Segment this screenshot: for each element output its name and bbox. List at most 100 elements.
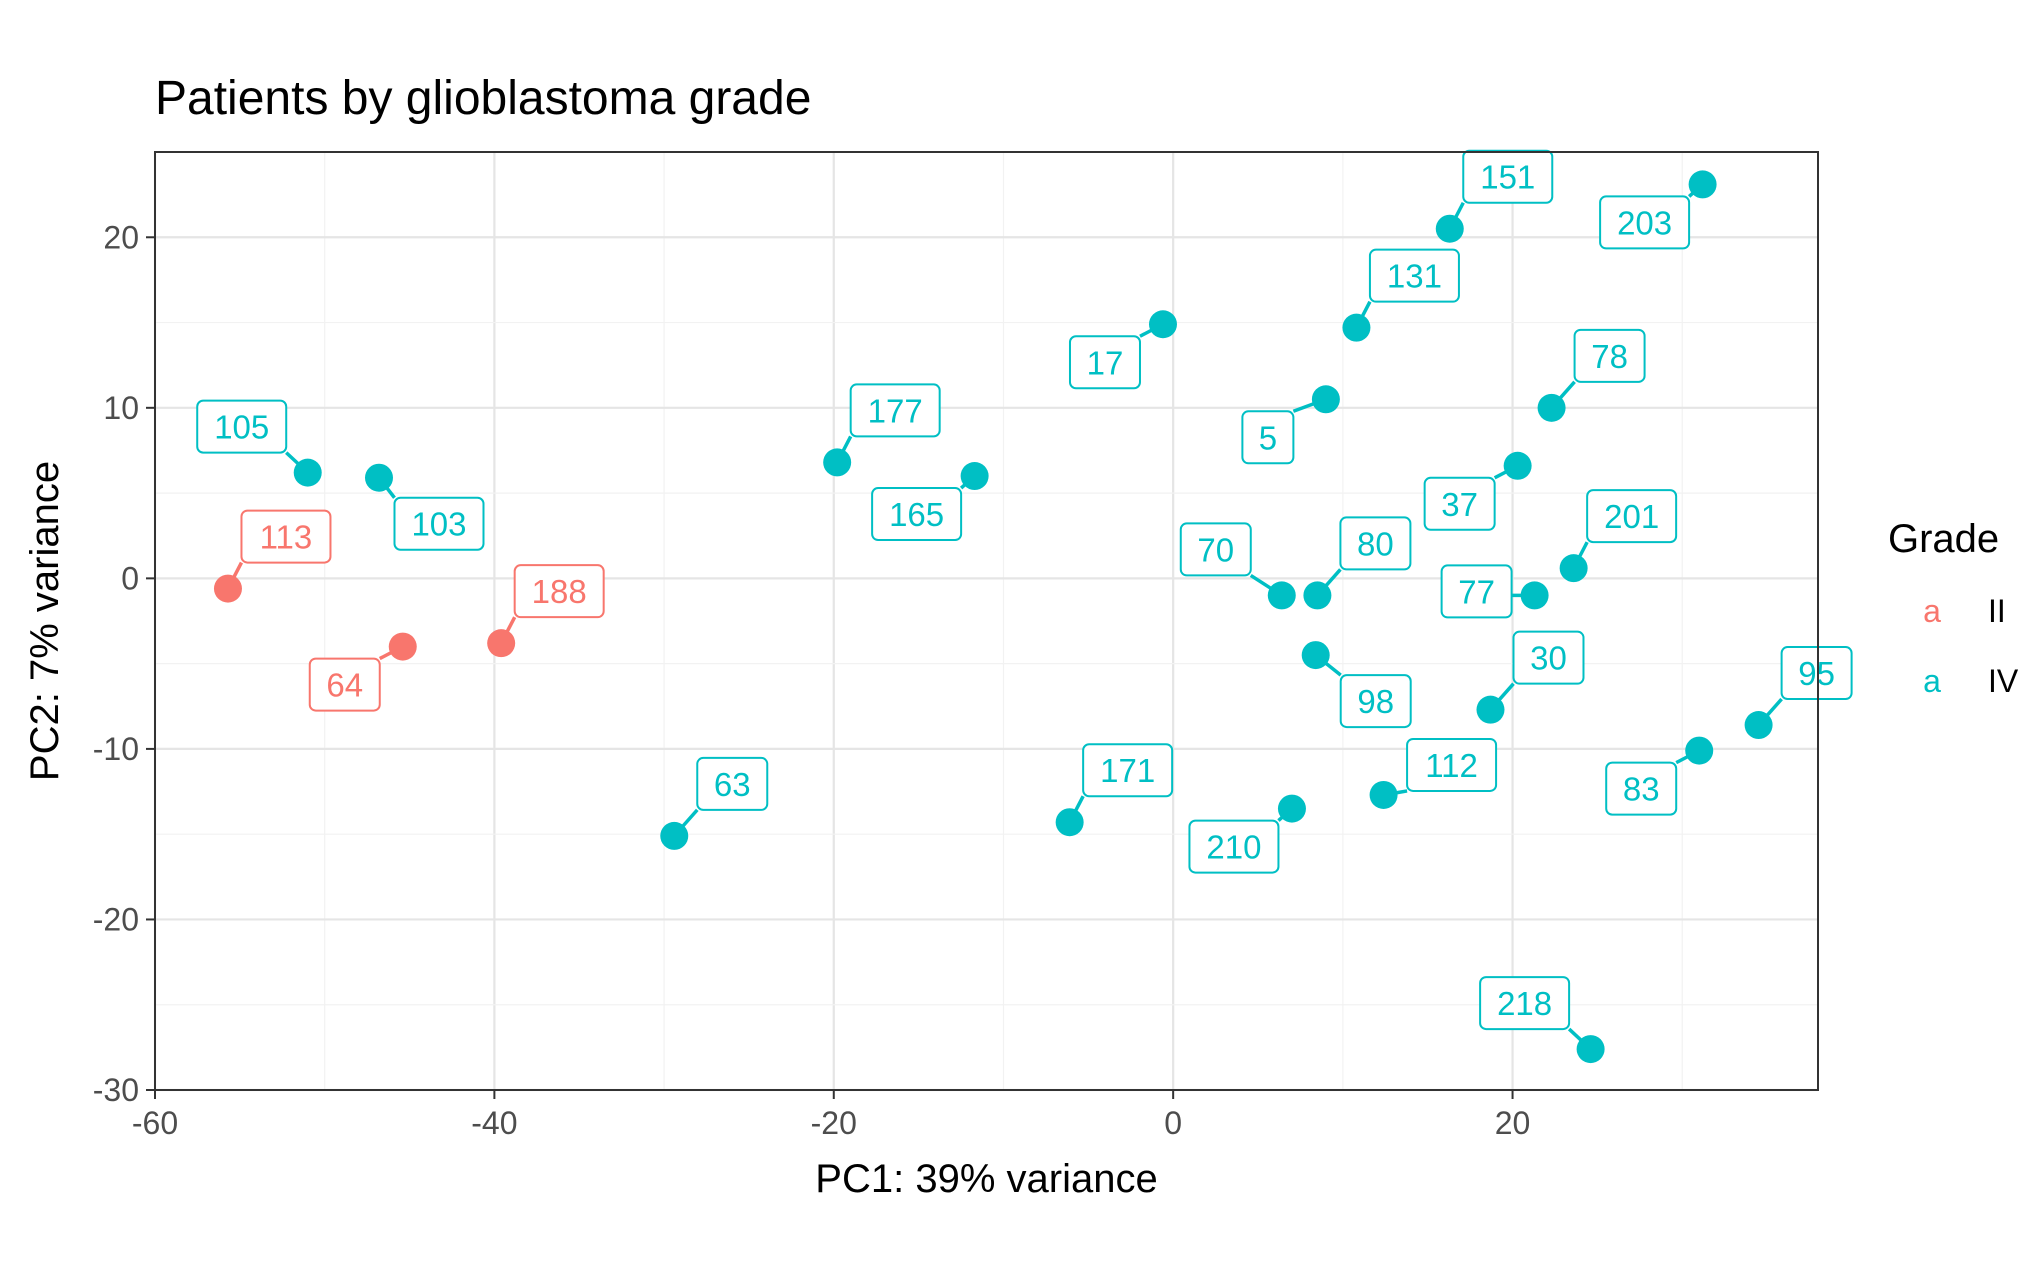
point-label-box bbox=[1573, 328, 1646, 383]
point-label: 30 bbox=[1512, 630, 1585, 685]
point-label-box bbox=[1406, 737, 1498, 792]
point-label-box bbox=[240, 509, 332, 564]
point-label-text: 5 bbox=[1259, 419, 1277, 456]
legend: Grade a II a IV bbox=[1888, 517, 2019, 699]
point-label-text: 64 bbox=[326, 667, 363, 704]
point-label: 171 bbox=[1082, 743, 1174, 798]
point-label-box bbox=[1780, 646, 1853, 701]
data-point bbox=[1267, 581, 1296, 610]
point-label-text: 171 bbox=[1100, 752, 1155, 789]
point-label: 105 bbox=[196, 399, 288, 454]
data-point bbox=[1369, 780, 1398, 809]
data-point bbox=[1576, 1035, 1605, 1064]
point-label-text: 188 bbox=[532, 573, 587, 610]
point-label-box bbox=[1188, 819, 1280, 874]
x-tick-label: 0 bbox=[1164, 1105, 1182, 1141]
point-label-box bbox=[1241, 410, 1295, 465]
point-label: 63 bbox=[696, 756, 769, 811]
point-label-text: 63 bbox=[714, 766, 751, 803]
data-point bbox=[1685, 736, 1714, 765]
point-label-box bbox=[1512, 630, 1585, 685]
point-label: 80 bbox=[1339, 516, 1412, 571]
point-label-box bbox=[308, 657, 381, 712]
point-label: 188 bbox=[513, 564, 605, 619]
legend-label: IV bbox=[1988, 663, 2019, 699]
data-point bbox=[660, 821, 689, 850]
data-point bbox=[960, 462, 989, 491]
point-label-box bbox=[1586, 489, 1678, 544]
point-label-layer: 113 64 188 105 103 177 165 63 17 171 151 203 131 5 78 3… bbox=[196, 149, 1853, 1031]
point-label: 201 bbox=[1586, 489, 1678, 544]
point-label: 218 bbox=[1479, 976, 1571, 1031]
point-label-text: 218 bbox=[1497, 985, 1552, 1022]
data-point bbox=[1503, 451, 1532, 480]
x-tick-label: -20 bbox=[811, 1105, 857, 1141]
point-label-box bbox=[393, 496, 485, 551]
point-label: 5 bbox=[1241, 410, 1295, 465]
point-label: 78 bbox=[1573, 328, 1646, 383]
x-tick-label: 20 bbox=[1495, 1105, 1531, 1141]
point-label-text: 103 bbox=[411, 506, 466, 543]
point-label: 103 bbox=[393, 496, 485, 551]
point-label-box bbox=[1462, 149, 1554, 204]
point-label-box bbox=[1605, 761, 1678, 816]
point-label-box bbox=[849, 383, 941, 438]
point-label-box bbox=[1068, 335, 1141, 390]
y-tick-label: -20 bbox=[93, 901, 139, 937]
point-label-text: 80 bbox=[1357, 525, 1394, 562]
point-label: 98 bbox=[1339, 674, 1412, 729]
point-label-text: 70 bbox=[1197, 531, 1234, 568]
point-label-text: 83 bbox=[1623, 771, 1660, 808]
data-point bbox=[213, 574, 242, 603]
data-point bbox=[388, 632, 417, 661]
y-tick-label: 20 bbox=[103, 219, 139, 255]
data-point bbox=[1520, 581, 1549, 610]
point-label-text: 105 bbox=[214, 409, 269, 446]
point-label: 177 bbox=[849, 383, 941, 438]
y-tick-label: 10 bbox=[103, 390, 139, 426]
point-label-box bbox=[1599, 195, 1691, 250]
point-label: 64 bbox=[308, 657, 381, 712]
point-label-box bbox=[696, 756, 769, 811]
point-label-text: 37 bbox=[1441, 486, 1478, 523]
point-label-box bbox=[1339, 516, 1412, 571]
data-point bbox=[364, 463, 393, 492]
point-label: 37 bbox=[1423, 476, 1496, 531]
point-label-box bbox=[196, 399, 288, 454]
point-layer bbox=[213, 170, 1773, 1064]
x-tick-label: -60 bbox=[132, 1105, 178, 1141]
data-point bbox=[1744, 711, 1773, 740]
point-label-text: 203 bbox=[1617, 204, 1672, 241]
point-label-text: 131 bbox=[1387, 258, 1442, 295]
point-label: 210 bbox=[1188, 819, 1280, 874]
point-label-text: 210 bbox=[1206, 829, 1261, 866]
point-label-text: 98 bbox=[1357, 683, 1394, 720]
point-label-text: 165 bbox=[889, 496, 944, 533]
data-point bbox=[823, 448, 852, 477]
point-label: 203 bbox=[1599, 195, 1691, 250]
data-point bbox=[1055, 808, 1084, 837]
point-label-text: 201 bbox=[1604, 498, 1659, 535]
point-label: 83 bbox=[1605, 761, 1678, 816]
legend-title: Grade bbox=[1888, 517, 1999, 561]
data-point bbox=[1688, 170, 1717, 199]
data-point bbox=[1277, 794, 1306, 823]
data-point bbox=[1559, 554, 1588, 583]
data-point bbox=[1537, 393, 1566, 422]
point-label-box bbox=[1479, 976, 1571, 1031]
point-label: 112 bbox=[1406, 737, 1498, 792]
point-label-box bbox=[1082, 743, 1174, 798]
legend-entry: a IV bbox=[1923, 663, 2019, 699]
point-label-text: 151 bbox=[1480, 159, 1535, 196]
point-label: 77 bbox=[1440, 564, 1513, 619]
axis-layer: -60 -40 -20 0 20 -30 -20 -10 0 10 20 bbox=[93, 219, 1531, 1141]
grid-layer bbox=[153, 151, 1818, 1092]
point-label-box bbox=[1339, 674, 1412, 729]
point-label-box bbox=[1440, 564, 1513, 619]
legend-key: a bbox=[1923, 593, 1941, 629]
panel-border bbox=[154, 151, 1819, 1091]
y-tick-label: -30 bbox=[93, 1072, 139, 1108]
point-label: 151 bbox=[1462, 149, 1554, 204]
y-tick-label: 0 bbox=[121, 560, 139, 596]
